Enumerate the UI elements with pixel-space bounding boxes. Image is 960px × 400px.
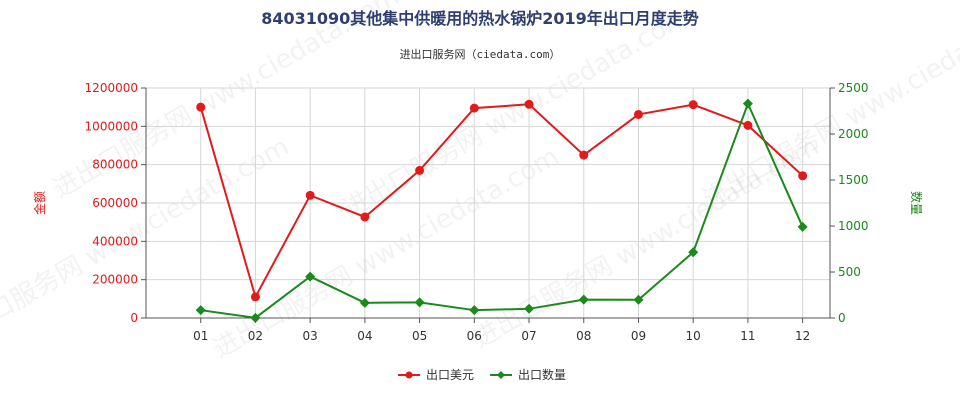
- y-tick-label-right: 0: [838, 311, 846, 325]
- legend-label: 出口美元: [426, 368, 474, 382]
- x-tick-label: 11: [740, 329, 755, 343]
- data-point-circle: [196, 102, 206, 112]
- y-tick-label-left: 600000: [92, 196, 138, 210]
- x-tick-label: 03: [303, 329, 318, 343]
- x-tick-label: 08: [576, 329, 591, 343]
- series: [195, 98, 808, 323]
- series-line: [199, 103, 804, 300]
- y-tick-label-right: 1500: [838, 173, 869, 187]
- x-tick-label: 05: [412, 329, 427, 343]
- data-point-diamond: [524, 303, 535, 314]
- y-tick-label-right: 2000: [838, 127, 869, 141]
- series-quantity: [195, 98, 808, 323]
- data-point-circle: [743, 120, 753, 130]
- series-usd: [196, 99, 808, 302]
- data-point-circle: [250, 292, 260, 302]
- y-tick-label-left: 1000000: [85, 119, 138, 133]
- data-point-diamond: [797, 221, 808, 232]
- data-point-circle: [524, 99, 534, 109]
- x-tick-label: 01: [193, 329, 208, 343]
- legend-swatch-diamond: [497, 371, 505, 379]
- x-tick-label: 06: [467, 329, 482, 343]
- legend-label: 出口数量: [518, 367, 566, 382]
- data-point-circle: [579, 150, 589, 160]
- y-tick-label-left: 800000: [92, 158, 138, 172]
- x-tick-label: 02: [248, 329, 263, 343]
- data-point-diamond: [250, 312, 261, 323]
- data-point-diamond: [688, 247, 699, 258]
- data-point-diamond: [469, 305, 480, 316]
- data-point-diamond: [742, 98, 753, 109]
- x-tick-label: 04: [357, 329, 372, 343]
- y-tick-label-left: 0: [130, 311, 138, 325]
- y-tick-label-left: 400000: [92, 234, 138, 248]
- data-point-circle: [633, 109, 643, 119]
- data-point-diamond: [359, 297, 370, 308]
- legend: 出口美元 出口数量: [398, 367, 566, 382]
- y-tick-label-right: 1000: [838, 219, 869, 233]
- y-tick-label-right: 500: [838, 265, 861, 279]
- chart-title: 84031090其他集中供暖用的热水锅炉2019年出口月度走势: [261, 9, 699, 28]
- data-point-diamond: [195, 305, 206, 316]
- x-tick-label: 09: [631, 329, 646, 343]
- x-tick-label: 12: [795, 329, 810, 343]
- data-point-diamond: [305, 271, 316, 282]
- data-point-diamond: [414, 297, 425, 308]
- y-axis-left-label: 金额: [32, 191, 47, 215]
- data-point-circle: [305, 190, 315, 200]
- x-tick-label: 10: [686, 329, 701, 343]
- data-point-diamond: [633, 294, 644, 305]
- x-tick-label: 07: [521, 329, 536, 343]
- legend-item: 出口数量: [490, 367, 566, 382]
- data-point-circle: [798, 171, 808, 181]
- data-point-circle: [415, 165, 425, 175]
- chart-subtitle: 进出口服务网（ciedata.com）: [400, 47, 561, 61]
- y-tick-label-right: 2500: [838, 81, 869, 95]
- data-point-circle: [688, 100, 698, 110]
- y-tick-label-left: 1200000: [85, 81, 138, 95]
- series-line: [200, 100, 804, 319]
- watermark-text: 进出口服务网 www.ciedata.com: [698, 0, 960, 215]
- data-point-diamond: [578, 294, 589, 305]
- legend-item: 出口美元: [398, 368, 474, 382]
- data-point-circle: [469, 103, 479, 113]
- legend-swatch-circle: [405, 371, 413, 379]
- data-point-circle: [360, 212, 370, 222]
- y-tick-label-left: 200000: [92, 273, 138, 287]
- y-axis-right-label: 数量: [909, 191, 924, 215]
